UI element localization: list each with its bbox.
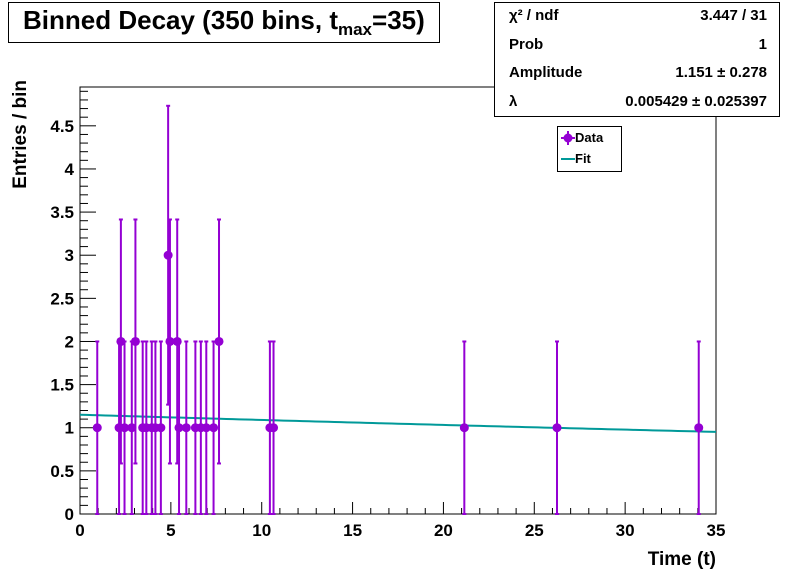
data-point [156, 340, 166, 515]
x-tick-label: 10 [252, 521, 271, 540]
data-point [181, 340, 191, 515]
x-tick-label: 35 [707, 521, 726, 540]
x-tick-label: 20 [434, 521, 453, 540]
stats-label: χ² / ndf [509, 7, 559, 24]
y-tick-label: 1 [65, 419, 74, 438]
plot-frame [79, 86, 717, 515]
y-tick-label: 1.5 [50, 376, 74, 395]
y-tick-label: 2 [65, 332, 74, 351]
legend-data-marker [561, 131, 575, 145]
data-marker [552, 423, 562, 433]
y-tick-label: 4.5 [50, 117, 74, 136]
stats-label: λ [509, 93, 518, 110]
x-tick-label: 5 [166, 521, 175, 540]
stats-value: 0.005429 ± 0.025397 [625, 93, 767, 110]
stats-box: χ² / ndf 3.447 / 31 Prob 1 Amplitude 1.1… [494, 2, 780, 117]
data-marker [209, 423, 219, 433]
data-marker [201, 423, 211, 433]
title-subscript: max [337, 20, 373, 40]
data-point [120, 340, 130, 515]
data-point [269, 340, 279, 515]
stats-row-lambda: λ 0.005429 ± 0.025397 [495, 89, 779, 115]
y-axis-title: Entries / bin [10, 80, 31, 189]
x-tick-label: 30 [616, 521, 635, 540]
title-suffix: =35) [372, 5, 425, 35]
data-marker [459, 423, 469, 433]
y-tick-label: 0.5 [50, 462, 74, 481]
data-marker [130, 336, 140, 346]
stats-value: 1.151 ± 0.278 [675, 64, 767, 81]
data-marker [694, 423, 704, 433]
data-marker [163, 250, 173, 260]
data-marker [92, 423, 102, 433]
title-box: Binned Decay (350 bins, tmax=35) [8, 2, 440, 43]
data-marker [120, 423, 130, 433]
stats-value: 3.447 / 31 [700, 7, 767, 24]
data-marker [127, 423, 137, 433]
y-tick-label: 2.5 [50, 289, 74, 308]
x-tick-label: 0 [75, 521, 84, 540]
data-point [694, 340, 704, 515]
stats-row-chi2: χ² / ndf 3.447 / 31 [495, 3, 779, 29]
data-point [165, 218, 175, 465]
data-marker [269, 423, 279, 433]
legend-fit-marker [561, 158, 575, 160]
y-tick-label: 0 [65, 505, 74, 524]
plot-area-border [79, 86, 717, 515]
x-tick-labels: 0 5 10 15 20 25 30 35 [75, 521, 725, 540]
data-marker [165, 336, 175, 346]
stats-row-amplitude: Amplitude 1.151 ± 0.278 [495, 60, 779, 86]
y-tick-label: 4 [65, 160, 75, 179]
y-tick-label: 3.5 [50, 203, 74, 222]
data-point [150, 340, 160, 515]
data-marker [156, 423, 166, 433]
data-marker [174, 423, 184, 433]
x-tick-label: 15 [343, 521, 362, 540]
legend-fit-label: Fit [575, 151, 591, 166]
title-main: Binned Decay (350 bins, t [23, 5, 338, 35]
data-point [130, 218, 140, 465]
chart-title: Binned Decay (350 bins, tmax=35) [23, 5, 425, 40]
x-tick-label: 25 [525, 521, 544, 540]
stats-value: 1 [758, 36, 767, 53]
data-point [459, 340, 469, 515]
stats-row-prob: Prob 1 [495, 32, 779, 58]
data-marker [214, 336, 224, 346]
y-tick-label: 3 [65, 246, 74, 265]
data-point [552, 340, 562, 515]
stats-label: Amplitude [509, 64, 583, 81]
data-point [163, 104, 173, 406]
stats-label: Prob [509, 36, 544, 53]
data-point [116, 218, 126, 465]
data-point [174, 340, 184, 515]
legend: Data Fit [557, 126, 622, 172]
data-point [214, 218, 224, 465]
data-marker [116, 336, 126, 346]
data-point [201, 340, 211, 515]
data-point [92, 340, 102, 515]
legend-data-label: Data [575, 130, 604, 145]
data-point [209, 340, 219, 515]
data-series [92, 104, 704, 515]
x-axis-title: Time (t) [648, 549, 716, 570]
y-tick-labels: 0 0.5 1 1.5 2 2.5 3 3.5 4 4.5 [50, 117, 74, 524]
data-marker [181, 423, 191, 433]
